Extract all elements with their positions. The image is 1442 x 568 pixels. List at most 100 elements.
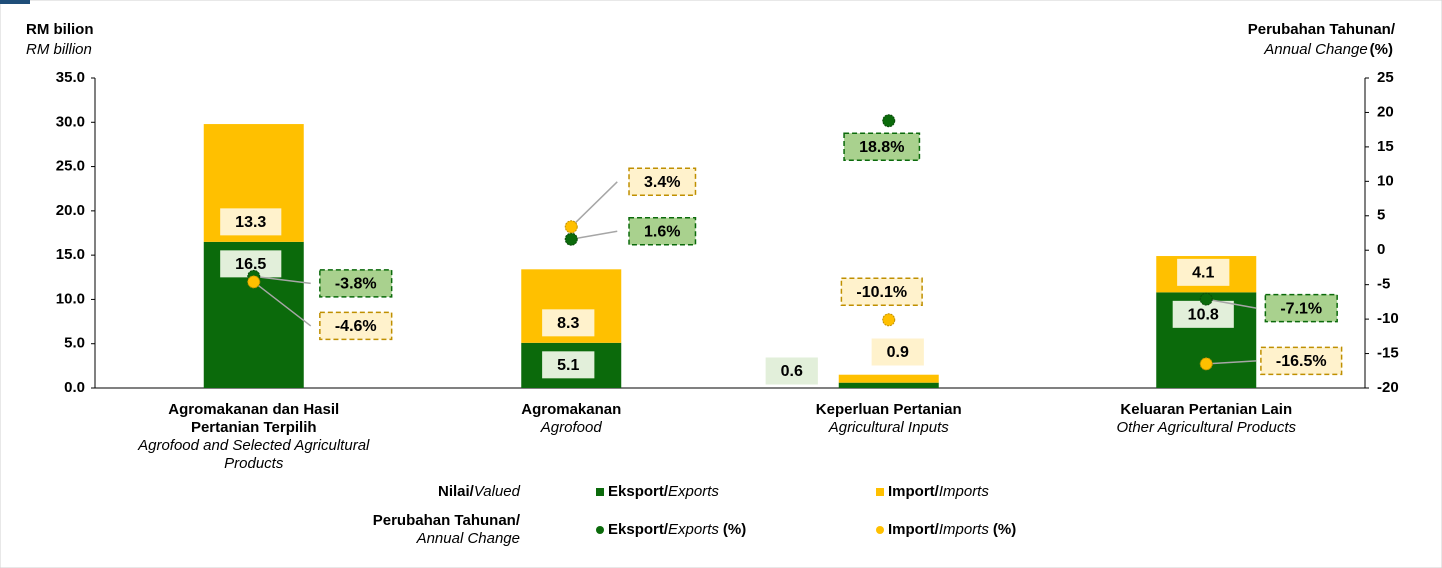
data-label: 13.3	[235, 214, 266, 231]
x-tick-label: Keperluan Pertanian	[816, 401, 962, 418]
y2-tick-label: 15	[1377, 138, 1394, 155]
data-label: -10.1%	[856, 284, 907, 301]
y2-tick-label: -20	[1377, 379, 1399, 396]
data-label: 3.4%	[644, 174, 680, 191]
y2-tick-label: -15	[1377, 345, 1399, 362]
x-tick-label-en-line: Agrofood and Selected Agricultural	[137, 437, 370, 454]
legend-group-name: Nilai/	[438, 483, 475, 500]
x-tick-label: Keluaran Pertanian Lain	[1120, 401, 1292, 418]
legend-name: Eksport/	[608, 521, 669, 538]
legend-label: Eksport/Exports	[608, 483, 719, 500]
data-label: -16.5%	[1276, 353, 1327, 370]
data-label-box	[1260, 346, 1343, 376]
legend-unit: (%)	[723, 521, 746, 538]
data-label: 8.3	[557, 315, 579, 332]
data-label: -3.8%	[335, 276, 377, 293]
data-label-box	[319, 311, 393, 341]
point	[564, 232, 578, 246]
bar	[838, 382, 939, 388]
legend-name: Import/	[888, 521, 940, 538]
legend-label: Import/Imports	[888, 483, 989, 500]
leader-line	[253, 275, 311, 285]
data-label-box	[220, 208, 282, 236]
data-label: 5.1	[557, 357, 579, 374]
y2-label: Perubahan Tahunan/	[1248, 21, 1396, 38]
legend-name-en: Imports	[939, 483, 990, 500]
data-label: 18.8%	[859, 139, 904, 156]
x-tick-label-en-line: Agricultural Inputs	[828, 419, 950, 436]
y2-tick-label: -5	[1377, 276, 1390, 293]
data-label-box	[542, 309, 595, 337]
bar	[838, 374, 939, 383]
data-label: 0.9	[887, 344, 909, 361]
y-tick-label: 35.0	[56, 69, 85, 86]
leader-line	[253, 281, 312, 327]
x-tick-label: Agromakanan dan Hasil Pertanian Terpilih	[168, 401, 339, 436]
data-label-box	[542, 351, 595, 379]
legend-group-name-en: Valued	[474, 483, 521, 500]
point	[247, 275, 261, 289]
legend-name-en: Exports	[668, 483, 719, 500]
legend-group-name-en: Annual Change	[416, 530, 520, 547]
legend-name-en: Imports	[939, 521, 990, 538]
data-label: 1.6%	[644, 223, 680, 240]
x-tick-label-line: Pertanian Terpilih	[191, 419, 317, 436]
y-label: RM bilion	[26, 21, 94, 38]
y2-unit: (%)	[1370, 41, 1393, 58]
x-tick-label-line: Keluaran Pertanian Lain	[1120, 401, 1292, 418]
point	[564, 220, 578, 234]
x-tick-label-en: Other Agricultural Products	[1116, 419, 1296, 436]
data-label-box	[1172, 300, 1234, 328]
x-tick-label-line: Keperluan Pertanian	[816, 401, 962, 418]
y2-tick-label: 20	[1377, 103, 1394, 120]
x-tick-label-en: Agricultural Inputs	[828, 419, 950, 436]
data-label-box	[628, 167, 697, 197]
legend-name-en: Exports	[668, 521, 719, 538]
point	[1199, 292, 1213, 306]
legend-name: Eksport/	[608, 483, 669, 500]
data-label-box	[843, 132, 921, 161]
legend-marker	[596, 526, 604, 534]
legend-group-name: Perubahan Tahunan/	[373, 512, 521, 529]
data-label: -4.6%	[335, 318, 377, 335]
y2-label-line: Annual Change (%)	[1263, 41, 1393, 58]
legend-group: Perubahan Tahunan/Annual Change	[373, 512, 521, 547]
y-tick-label: 15.0	[56, 246, 85, 263]
point	[882, 313, 896, 327]
legend-label: Import/Imports (%)	[888, 521, 1016, 538]
leader-line	[1206, 298, 1257, 309]
y-tick-label: 5.0	[64, 335, 85, 352]
data-label-box	[871, 338, 924, 366]
data-label-box	[1264, 293, 1338, 323]
x-tick-label-en-line: Products	[224, 455, 284, 472]
point	[882, 114, 896, 128]
x-tick-label-line: Agromakanan dan Hasil	[168, 401, 339, 418]
data-label-box	[765, 357, 818, 385]
data-label: 10.8	[1188, 307, 1219, 324]
x-tick-label-en-line: Agrofood	[540, 419, 603, 436]
y2-tick-label: 5	[1377, 207, 1385, 224]
y-label-en: RM billion	[26, 41, 92, 58]
corner-accent	[0, 0, 30, 4]
leader-line	[570, 181, 618, 228]
data-label: 0.6	[781, 363, 803, 380]
legend-label: Eksport/Exports (%)	[608, 521, 746, 538]
leader-line	[1206, 360, 1257, 365]
y-tick-label: 30.0	[56, 113, 85, 130]
y-tick-label: 25.0	[56, 158, 85, 175]
point	[1199, 357, 1213, 371]
x-tick-label-en: Agrofood	[540, 419, 603, 436]
leader-line	[571, 230, 618, 240]
data-label-box	[319, 269, 393, 298]
data-label-box	[1177, 258, 1230, 286]
y-tick-label: 10.0	[56, 290, 85, 307]
data-label: -7.1%	[1280, 300, 1322, 317]
legend-marker	[876, 488, 884, 496]
y2-tick-label: 25	[1377, 69, 1394, 86]
y2-tick-label: 10	[1377, 172, 1394, 189]
data-label: 4.1	[1192, 265, 1214, 282]
y2-tick-label: 0	[1377, 241, 1385, 258]
x-tick-label-line: Agromakanan	[521, 401, 621, 418]
y-tick-label: 20.0	[56, 202, 85, 219]
y-tick-label: 0.0	[64, 379, 85, 396]
